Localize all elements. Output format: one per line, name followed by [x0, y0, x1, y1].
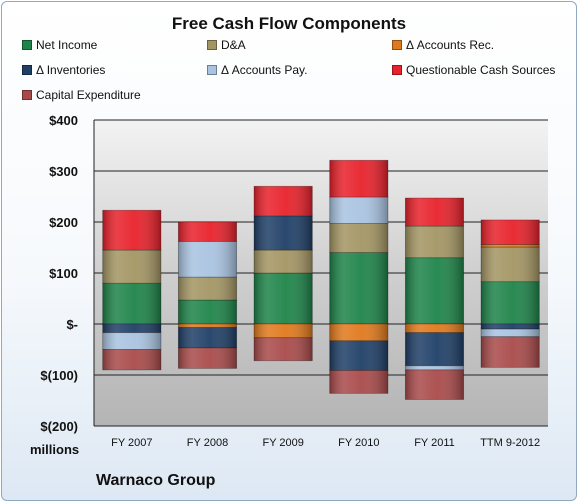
bar-shade-5-1	[481, 246, 540, 282]
bar-shade-4-6	[405, 369, 464, 400]
legend-label: Questionable Cash Sources	[406, 63, 556, 77]
legend: Net Income D&A Δ Accounts Rec. Δ Inventorie…	[0, 0, 578, 110]
legend-item: Capital Expenditure	[22, 87, 141, 103]
chart-title: Free Cash Flow Components	[171, 14, 407, 33]
bar-shade-2-6	[254, 337, 313, 361]
bar-shade-3-0	[329, 252, 388, 324]
x-tick-label: FY 2008	[187, 437, 228, 449]
legend-swatch	[207, 40, 217, 50]
bar-shade-3-1	[329, 223, 388, 253]
bar-shade-1-1	[178, 277, 237, 301]
bar-shade-1-3	[178, 327, 237, 348]
y-axis-unit-label: millions	[30, 442, 80, 457]
bar-shade-4-2	[405, 324, 464, 333]
x-tick-label: FY 2007	[111, 437, 152, 449]
y-tick-label: $-	[66, 317, 78, 332]
company-name: Warnaco Group	[96, 472, 216, 489]
x-tick-label: FY 2010	[338, 437, 379, 449]
bar-shade-2-5	[254, 186, 313, 216]
y-tick-label: $200	[49, 215, 78, 230]
legend-swatch	[22, 90, 32, 100]
bar-shade-1-0	[178, 300, 237, 324]
legend-swatch	[392, 65, 402, 75]
bar-shade-0-3	[102, 324, 161, 333]
legend-item: Questionable Cash Sources	[392, 62, 555, 78]
legend-label: Δ Accounts Rec.	[406, 38, 495, 52]
legend-swatch	[22, 65, 32, 75]
bar-shade-5-4	[481, 329, 540, 337]
bar-shade-4-0	[405, 257, 464, 324]
legend-label: Capital Expenditure	[36, 88, 141, 102]
bar-shade-1-4	[178, 241, 237, 278]
legend-item: Δ Accounts Rec.	[392, 37, 494, 53]
bar-shade-2-2	[254, 324, 313, 338]
bar-shade-1-6	[178, 347, 237, 369]
legend-item: Δ Accounts Pay.	[207, 62, 308, 78]
y-tick-label: $100	[49, 266, 78, 281]
legend-item: D&A	[207, 37, 246, 53]
bar-shade-5-2	[481, 244, 540, 247]
legend-item: Δ Inventories	[22, 62, 105, 78]
legend-item: Net Income	[22, 37, 97, 53]
bar-shade-2-3	[254, 215, 313, 251]
bar-shade-5-3	[481, 324, 540, 330]
bar-shade-0-4	[102, 332, 161, 350]
y-tick-label: $(100)	[40, 368, 78, 383]
bar-shade-4-3	[405, 332, 464, 366]
legend-swatch	[392, 40, 402, 50]
bar-shade-2-1	[254, 250, 313, 273]
bar-shade-5-0	[481, 281, 540, 324]
bar-shade-2-0	[254, 273, 313, 324]
bar-shade-3-6	[329, 370, 388, 394]
bar-shade-0-0	[102, 283, 161, 324]
legend-label: Δ Accounts Pay.	[221, 63, 308, 77]
bar-shade-5-5	[481, 219, 540, 245]
bar-shade-3-5	[329, 160, 388, 198]
x-tick-label: FY 2011	[414, 437, 455, 449]
legend-swatch	[207, 65, 217, 75]
bar-shade-4-5	[405, 198, 464, 227]
y-tick-label: $300	[49, 164, 78, 179]
y-tick-label: $(200)	[40, 419, 78, 434]
legend-swatch	[22, 40, 32, 50]
bar-shade-0-6	[102, 349, 161, 370]
x-tick-label: TTM 9-2012	[480, 437, 540, 449]
legend-label: Δ Inventories	[36, 63, 106, 77]
legend-label: Net Income	[36, 38, 98, 52]
x-tick-label: FY 2009	[262, 437, 303, 449]
legend-label: D&A	[221, 38, 246, 52]
y-tick-label: $400	[49, 113, 78, 128]
bar-shade-3-2	[329, 324, 388, 341]
bar-shade-3-4	[329, 197, 388, 224]
bar-shade-4-4	[405, 365, 464, 370]
bar-shade-1-5	[178, 222, 237, 242]
bar-shade-1-2	[178, 324, 237, 328]
bar-shade-0-1	[102, 250, 161, 284]
bar-shade-0-5	[102, 210, 161, 251]
bar-shade-3-3	[329, 340, 388, 371]
bar-shade-4-1	[405, 226, 464, 258]
bar-shade-5-6	[481, 336, 540, 368]
